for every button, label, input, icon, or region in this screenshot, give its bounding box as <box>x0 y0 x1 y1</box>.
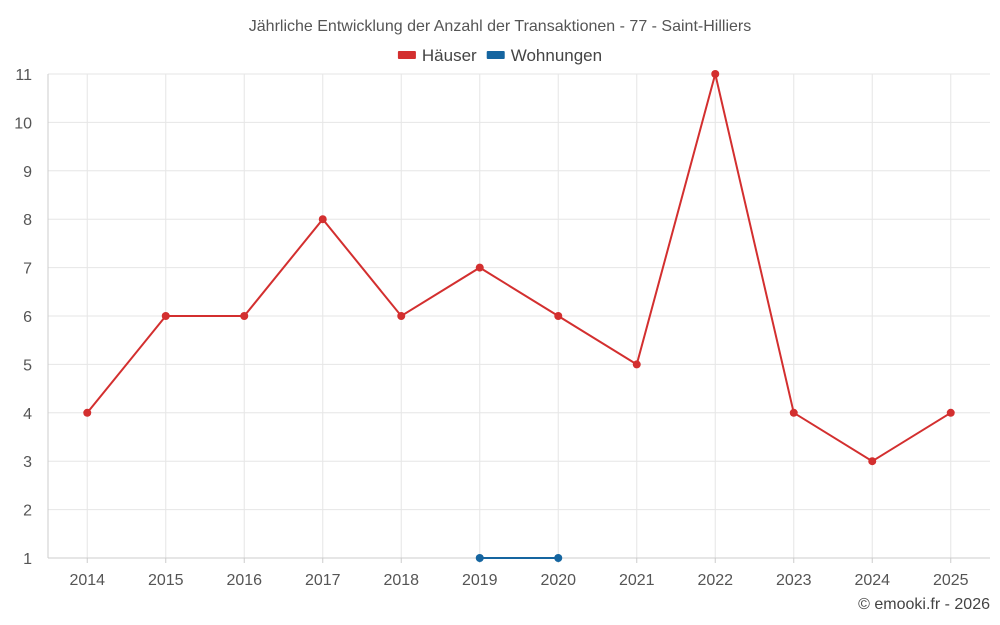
legend-item: Häuser <box>397 46 477 65</box>
credit-text: © emooki.fr - 2026 <box>858 596 990 613</box>
legend-swatch <box>397 51 416 59</box>
data-point <box>868 457 877 466</box>
y-tick-label: 1 <box>23 551 32 568</box>
data-point <box>554 554 563 562</box>
series-1 <box>83 70 955 466</box>
data-point <box>711 70 720 78</box>
legend-label: Wohnungen <box>511 46 602 65</box>
data-point <box>475 554 484 562</box>
x-tick-label: 2017 <box>305 572 341 589</box>
legend-label: Häuser <box>422 46 477 65</box>
chart-title: Jährliche Entwicklung der Anzahl der Tra… <box>249 18 751 35</box>
data-point <box>397 312 406 320</box>
x-tick-label: 2022 <box>697 572 733 589</box>
y-tick-label: 2 <box>23 503 32 520</box>
x-tick-label: 2018 <box>383 572 419 589</box>
y-tick-label: 9 <box>23 164 32 181</box>
x-axis: 2014 2015 2016 2017 2018 2019 2020 2021 2022 2023… <box>48 557 990 589</box>
y-tick-label: 4 <box>23 406 32 423</box>
data-point <box>946 408 955 417</box>
y-tick-label: 10 <box>14 115 32 132</box>
data-point <box>789 408 798 417</box>
series-2 <box>475 554 563 562</box>
x-tick-label: 2014 <box>69 572 105 589</box>
y-tick-label: 11 <box>15 67 32 84</box>
y-tick-label: 3 <box>23 454 32 471</box>
x-tick-label: 2021 <box>619 572 655 589</box>
data-point <box>475 263 484 272</box>
x-tick-label: 2019 <box>462 572 498 589</box>
x-tick-label: 2015 <box>148 572 184 589</box>
data-point <box>632 360 641 369</box>
y-tick-label: 5 <box>23 357 32 374</box>
x-tick-label: 2020 <box>540 572 576 589</box>
data-point <box>83 408 92 417</box>
y-tick-label: 6 <box>23 309 32 326</box>
series-group <box>83 70 955 562</box>
y-tick-label: 8 <box>23 212 32 229</box>
data-point <box>318 215 327 224</box>
legend-item: Wohnungen <box>486 46 602 65</box>
x-tick-label: 2025 <box>933 572 969 589</box>
y-axis: 1 2 3 4 5 6 7 8 9 10 11 <box>14 67 49 568</box>
data-point <box>161 312 170 320</box>
legend-swatch <box>486 51 505 59</box>
data-point <box>240 312 249 320</box>
x-tick-label: 2024 <box>854 572 890 589</box>
series-line <box>86 73 952 463</box>
y-tick-label: 7 <box>23 261 32 278</box>
legend: Häuser Wohnungen <box>397 46 602 65</box>
x-tick-label: 2023 <box>776 572 812 589</box>
x-tick-label: 2016 <box>226 572 262 589</box>
data-point <box>554 312 563 320</box>
